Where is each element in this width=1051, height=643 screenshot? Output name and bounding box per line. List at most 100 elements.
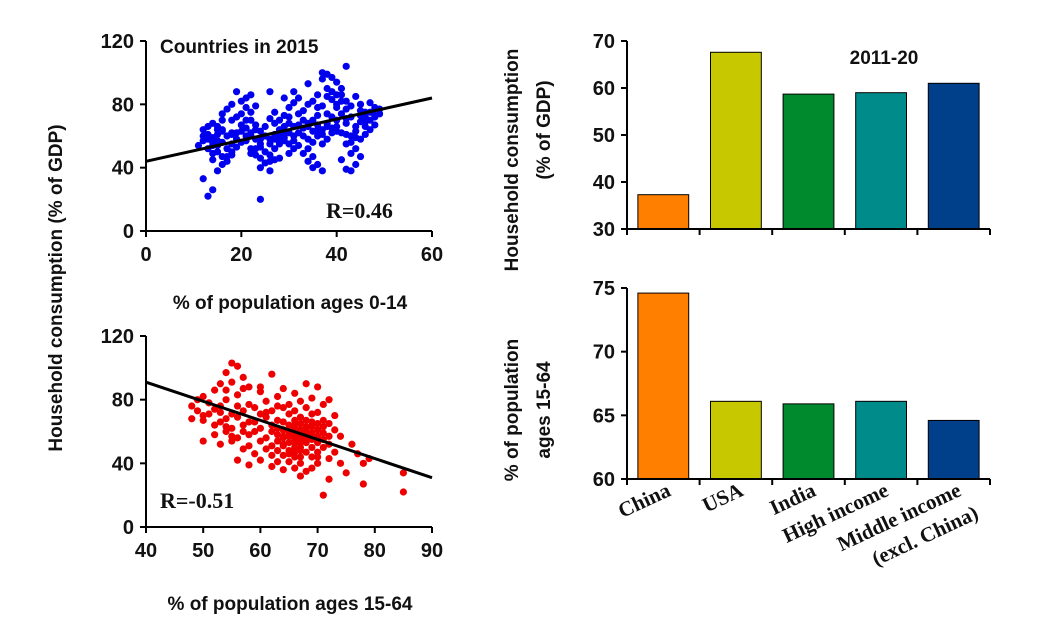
scatter2-point [233,434,242,442]
scatter2-point [256,456,264,464]
scatter2-point [222,369,230,377]
bar-chart-working-age: % of population ages 15-64 60 65 70 75 Chin… [502,278,991,571]
scatter2-point [279,434,287,442]
bar1-ytick-label: 30 [593,219,615,241]
scatter2-point [285,421,293,429]
scatter1-ytick-label: 0 [123,221,134,243]
scatter1-point [247,116,255,124]
scatter1-point [223,145,231,153]
bar1-bar [637,194,690,230]
scatter2-point [296,453,305,461]
bar1-ytick-label: 70 [593,31,615,53]
scatter1-xtick-label: 40 [326,244,348,266]
scatter2-ytick-label: 120 [101,326,134,348]
scatter1-point [371,121,379,129]
scatter2-points [188,359,407,499]
scatter2-point [256,424,264,432]
scatter1-point [328,88,336,96]
scatter2-point [273,416,282,424]
scatter1-point [285,113,293,121]
scatter1-xtick-label: 60 [421,244,443,266]
scatter1-point [333,127,341,135]
scatter1-point [290,99,298,107]
scatter2-point [188,415,196,423]
scatter2-point [399,488,407,496]
scatter2-point [222,415,230,423]
scatter1-point [318,167,326,175]
scatter2-point [273,431,282,439]
scatter1-point [261,122,269,131]
scatter2-xtick-label: 40 [135,540,157,562]
scatter2-point [239,445,247,453]
scatter1-point [237,127,245,135]
scatter1-point [237,110,245,118]
scatter1-point [294,110,303,118]
scatter1-point [247,91,255,99]
scatter2-point [233,362,242,370]
bar1-ytick-label: 40 [593,172,615,194]
scatter2-point [222,423,230,431]
scatter1-point [314,126,322,134]
scatter2-point [296,447,305,455]
bar2-category-label-line: China [614,478,674,523]
bar2-axes: 60 65 70 75 [593,278,991,491]
scatter1-point [356,100,365,108]
scatter1-xtick-label: 20 [230,244,252,266]
scatter1-ytick-label: 120 [101,31,134,53]
scatter2-point [285,400,293,409]
scatter2-point [308,410,316,418]
bar2-bar [927,419,980,480]
scatter1-point [252,121,260,129]
bar1-axes: 30 40 50 60 70 [593,31,991,241]
scatter1-point [218,116,226,124]
scatter2-point [268,442,276,450]
scatter1-point [285,140,293,148]
scatter1-point [213,137,222,145]
scatter2-point [319,443,327,452]
scatter2-point [279,384,287,393]
scatter2-trendline [145,380,433,480]
scatter2-point [262,408,270,416]
scatter2-point [291,407,299,415]
scatter2-point [285,410,293,418]
scatter2-point [273,447,282,455]
scatter1-points [194,62,384,203]
scatter2-point [285,439,293,447]
scatter2-point [273,392,282,401]
scatter1-point [266,88,274,96]
scatter1-point [347,102,355,110]
scatter1-point [304,157,312,165]
scatter2-point [216,418,224,426]
scatter1-point [304,80,312,88]
scatter2-point [199,416,207,424]
scatter1-ytick-label: 80 [112,94,134,116]
scatter2-point [291,464,299,472]
bar2-bar [855,400,908,480]
scatter1-xlabel: % of population ages 0-14 [173,293,408,314]
scatter1-point [314,111,322,120]
scatter1-point [290,145,298,153]
scatter2-ytick-label: 80 [112,390,134,412]
scatter1-point [252,102,260,110]
scatter1-point [261,148,269,156]
scatter1-point [318,75,326,83]
scatter2-point [314,419,322,428]
scatter1-point [352,145,360,153]
scatter1-point [290,132,298,140]
scatter2-xtick-label: 90 [421,540,443,562]
scatter2-point [239,373,247,381]
scatter2-point [245,461,253,469]
scatter2-point [348,440,356,448]
scatter1-point [342,62,350,70]
scatter2-point [302,467,310,475]
bar2-ytick-label: 75 [593,278,615,300]
scatter2-xtick-label: 50 [192,540,214,562]
scatter2-point [291,389,299,397]
scatter1-point [271,119,279,127]
bar1-bar [709,51,762,230]
scatter2-point [279,451,287,459]
